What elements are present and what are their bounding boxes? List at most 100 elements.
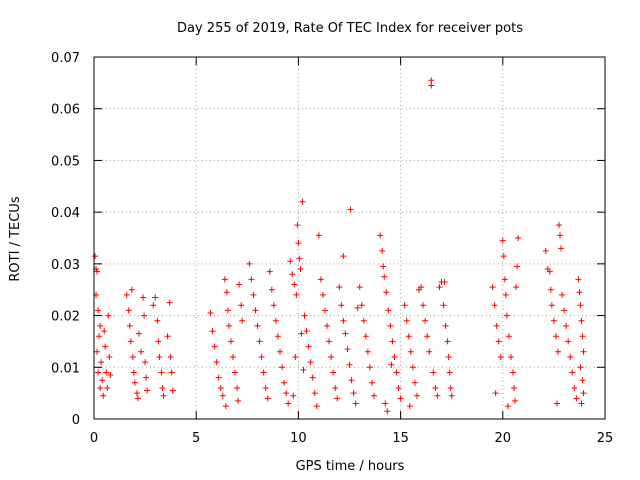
data-point — [578, 400, 585, 407]
data-point — [298, 330, 305, 337]
data-point — [277, 348, 284, 355]
data-point — [547, 286, 554, 293]
data-point — [100, 392, 107, 399]
data-point — [313, 403, 320, 410]
data-point — [215, 374, 222, 381]
data-point — [548, 302, 555, 309]
data-point — [434, 392, 441, 399]
data-point — [299, 198, 306, 205]
data-point — [295, 240, 302, 247]
y-tick-label: 0.01 — [51, 361, 80, 376]
data-point — [224, 307, 231, 314]
data-point — [381, 273, 388, 280]
data-point — [217, 384, 224, 391]
data-point — [95, 307, 102, 314]
data-point — [354, 304, 361, 311]
data-point — [445, 353, 452, 360]
data-point — [426, 348, 433, 355]
y-tick-label: 0.03 — [51, 258, 80, 273]
data-point — [285, 400, 292, 407]
data-point — [389, 338, 396, 345]
data-point — [340, 317, 347, 324]
data-point — [133, 390, 140, 397]
data-point — [239, 317, 246, 324]
data-point — [290, 392, 297, 399]
data-point — [409, 364, 416, 371]
data-point — [580, 390, 587, 397]
data-point — [138, 348, 145, 355]
data-point — [213, 359, 220, 366]
data-point — [384, 408, 391, 415]
data-point — [160, 392, 167, 399]
data-point — [504, 403, 511, 410]
data-point — [102, 343, 109, 350]
data-point — [569, 369, 576, 376]
y-tick-label: 0.06 — [51, 103, 80, 118]
data-point — [294, 222, 301, 229]
data-point — [96, 333, 103, 340]
data-point — [300, 366, 307, 373]
chart-title: Day 255 of 2019, Rate Of TEC Index for r… — [177, 21, 523, 36]
data-point — [221, 276, 228, 283]
data-point — [368, 379, 375, 386]
data-point — [356, 284, 363, 291]
data-point — [97, 322, 104, 329]
data-point — [95, 369, 102, 376]
data-point — [444, 338, 451, 345]
data-point — [405, 333, 412, 340]
data-point — [387, 322, 394, 329]
y-tick-labels: 0 0.01 0.02 0.03 0.04 0.05 0.06 0.07 — [51, 51, 80, 428]
data-point — [103, 369, 110, 376]
data-point — [347, 206, 354, 213]
data-point — [129, 353, 136, 360]
data-point — [358, 302, 365, 309]
data-point — [513, 284, 520, 291]
data-point — [442, 322, 449, 329]
data-point — [492, 390, 499, 397]
data-point — [380, 263, 387, 270]
data-point — [307, 359, 314, 366]
data-point — [169, 387, 176, 394]
data-point — [503, 312, 510, 319]
data-point — [223, 289, 230, 296]
data-point — [418, 284, 425, 291]
data-point — [128, 286, 135, 293]
plot-border — [93, 56, 606, 420]
data-point — [105, 312, 112, 319]
data-point — [297, 266, 304, 273]
data-point — [514, 263, 521, 270]
data-point — [311, 390, 318, 397]
data-point — [500, 253, 507, 260]
data-point — [360, 317, 367, 324]
x-tick-label: 10 — [290, 431, 307, 446]
data-point — [98, 359, 105, 366]
data-point — [388, 361, 395, 368]
data-point — [561, 307, 568, 314]
data-point — [236, 281, 243, 288]
x-tick-label: 25 — [597, 431, 614, 446]
y-tick-label: 0.02 — [51, 310, 80, 325]
data-point — [309, 374, 316, 381]
data-point — [270, 302, 277, 309]
data-point — [301, 312, 308, 319]
data-point — [326, 338, 333, 345]
data-point — [154, 317, 161, 324]
data-point — [94, 348, 101, 355]
data-point — [558, 245, 565, 252]
data-point — [553, 400, 560, 407]
data-point — [563, 322, 570, 329]
data-point — [499, 237, 506, 244]
data-point — [352, 400, 359, 407]
data-point — [152, 294, 159, 301]
data-point — [332, 384, 339, 391]
data-point — [422, 317, 429, 324]
data-point — [406, 403, 413, 410]
data-point — [577, 302, 584, 309]
data-point — [324, 322, 331, 329]
data-point — [430, 369, 437, 376]
data-point — [319, 291, 326, 298]
data-point — [266, 268, 273, 275]
data-point — [559, 291, 566, 298]
data-point — [575, 276, 582, 283]
